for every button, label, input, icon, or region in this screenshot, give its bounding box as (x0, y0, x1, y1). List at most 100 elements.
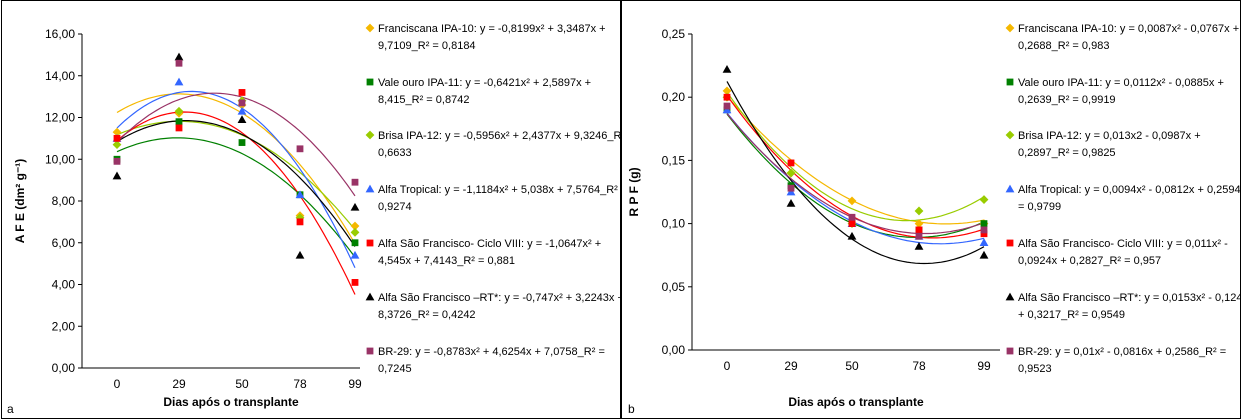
legend-label: 0,6633 (378, 147, 412, 159)
y-tick-label: 6,00 (52, 236, 76, 250)
y-tick-label: 10,00 (45, 152, 75, 166)
data-point (112, 140, 122, 150)
data-point (296, 145, 304, 153)
legend-label: Vale ouro IPA-11: y = 0,0112x² - 0,0885x… (1018, 77, 1224, 89)
y-tick-label: 0,05 (662, 280, 686, 294)
data-point (113, 134, 121, 142)
legend-marker (1006, 347, 1014, 355)
legend-label: 0,0924x + 0,2827_R² = 0,957 (1018, 255, 1161, 267)
x-tick-label: 78 (912, 359, 926, 373)
x-tick-label: 99 (977, 359, 991, 373)
data-point (174, 106, 184, 116)
data-point (847, 196, 857, 206)
legend-label: 0,9523 (1018, 363, 1052, 375)
data-point (914, 219, 924, 228)
x-tick-label: 0 (114, 377, 121, 391)
legend-label: Franciscana IPA-10: y = 0,0087x² - 0,076… (1018, 23, 1239, 35)
data-point (914, 241, 924, 250)
data-point (914, 206, 924, 216)
data-point (175, 124, 183, 132)
trend-line (726, 95, 985, 239)
data-point (238, 89, 246, 96)
data-point (237, 106, 247, 115)
panel-label: b (628, 402, 635, 416)
legend-label: Brisa IPA-12: y = 0,013x2 - 0,0987x + (1018, 130, 1201, 142)
data-point (350, 250, 360, 259)
x-tick-label: 50 (235, 377, 249, 391)
legend-marker (365, 292, 375, 301)
legend-label: + 0,3217_R² = 0,9549 (1018, 309, 1125, 321)
data-point (848, 213, 856, 221)
legend-label: Alfa São Francisco –RT*: y = -0,747x² + … (378, 292, 620, 304)
data-point (296, 218, 304, 226)
legend-label: BR-29: y = 0,01x² - 0,0816x + 0,2586_R² … (1018, 346, 1226, 358)
legend-marker (366, 78, 374, 86)
legend-label: Franciscana IPA-10: y = -0,8199x² + 3,34… (378, 23, 606, 35)
data-point (847, 231, 857, 240)
data-point (915, 232, 923, 240)
x-tick-label: 29 (172, 377, 186, 391)
data-point (787, 184, 795, 192)
chart-panel-b: 0,00 0,05 0,10 0,15 0,20 0,25 0 29 50 78 99 Dias ap… (621, 0, 1241, 419)
y-tick-label: 16,00 (45, 27, 75, 41)
data-point (722, 86, 732, 96)
y-tick-label: 8,00 (52, 194, 76, 208)
trend-line (726, 81, 985, 265)
data-point (238, 139, 246, 146)
data-point (980, 226, 988, 234)
y-tick-label: 0,20 (662, 90, 686, 104)
data-point (113, 157, 121, 165)
chart-panel-a: 0,00 2,00 4,00 6,00 8,00 10,00 12,00 14,00 16,00… (1, 0, 621, 419)
x-tick-label: 99 (348, 377, 362, 391)
y-axis-title: A F E (dm² g⁻¹) (13, 159, 27, 244)
trend-line (116, 120, 356, 231)
trend-line (726, 113, 985, 238)
x-tick-label: 0 (724, 359, 731, 373)
chart-b-svg: 0,00 0,05 0,10 0,15 0,20 0,25 0 29 50 78 99 Dias ap… (627, 23, 1240, 416)
data-point (915, 226, 923, 234)
data-point (295, 213, 305, 223)
data-point (787, 159, 795, 167)
x-axis-title: Dias após o transplante (163, 395, 299, 409)
trend-line (116, 137, 356, 258)
data-point (175, 118, 183, 126)
legend-label: = 0,9799 (1018, 201, 1061, 213)
y-tick-label: 2,00 (52, 319, 76, 333)
data-point (979, 195, 989, 204)
trend-line (116, 92, 356, 197)
data-point (351, 279, 359, 286)
legend-label: 0,2688_R² = 0,983 (1018, 40, 1109, 52)
trend-line (726, 91, 985, 222)
trend-line (726, 113, 985, 235)
legend-marker (1005, 130, 1015, 140)
y-tick-label: 0,10 (662, 217, 686, 231)
y-tick-label: 0,00 (52, 361, 76, 375)
data-point (350, 202, 360, 211)
legend-label: Brisa IPA-12: y = -0,5956x² + 2,4377x + … (378, 130, 620, 142)
legend-label: 4,545x + 7,4143_R² = 0,881 (378, 255, 515, 267)
data-point (786, 198, 796, 207)
y-tick-label: 14,00 (45, 69, 75, 83)
y-tick-label: 0,15 (662, 153, 686, 167)
data-point (979, 238, 989, 246)
data-point (238, 99, 246, 107)
data-point (350, 221, 360, 231)
data-point (722, 64, 732, 73)
legend-label: Alfa São Francisco- Ciclo VIII: y = -1,0… (378, 238, 601, 250)
legend-marker (366, 347, 374, 355)
legend-label: 8,415_R² = 0,8742 (378, 94, 469, 106)
data-point (723, 93, 731, 101)
legend-label: 0,2639_R² = 0,9919 (1018, 94, 1116, 106)
trend-line (116, 93, 356, 244)
legend-marker (365, 184, 375, 193)
legend-label: Alfa Tropical: y = -1,1184x² + 5,038x + … (378, 184, 620, 196)
data-point (980, 220, 988, 227)
data-point (174, 52, 184, 61)
x-tick-label: 78 (293, 377, 307, 391)
data-point (786, 168, 796, 178)
x-tick-label: 29 (784, 359, 798, 373)
data-point (295, 190, 305, 199)
legend-marker (1005, 23, 1015, 33)
data-point (979, 250, 989, 259)
legend-label: 0,7245 (378, 363, 412, 375)
